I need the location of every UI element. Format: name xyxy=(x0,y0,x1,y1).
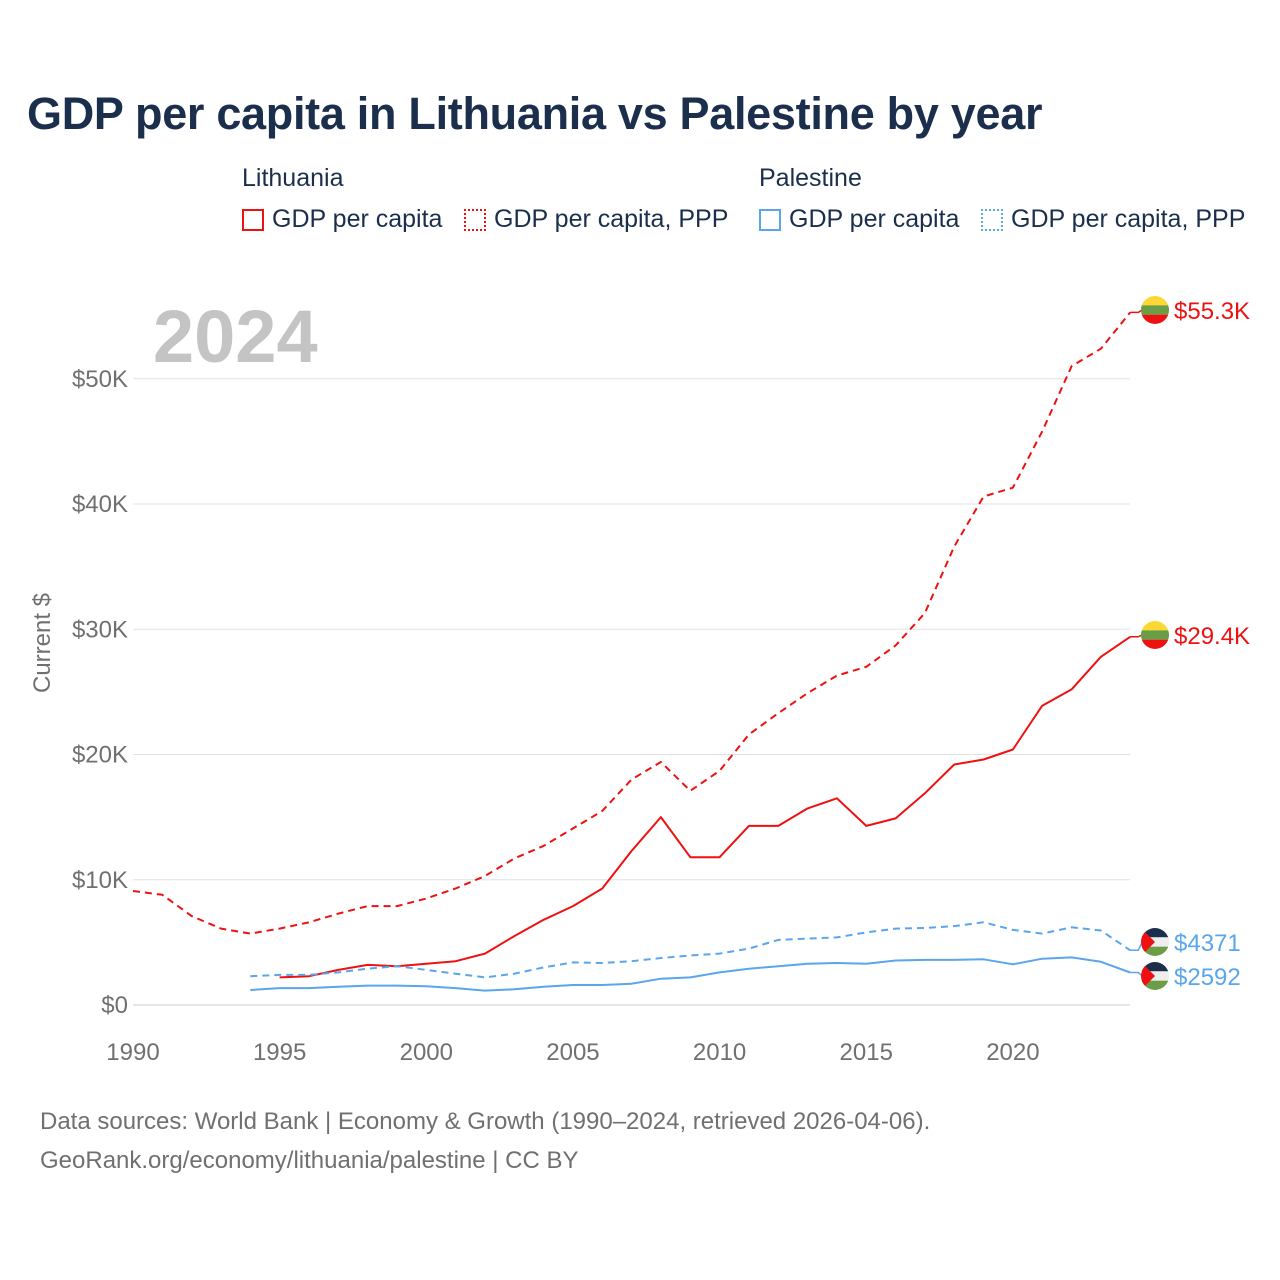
x-tick-label: 2000 xyxy=(400,1039,453,1066)
legend-swatch-solid xyxy=(242,208,264,231)
series-line xyxy=(250,921,1131,979)
chart-title: GDP per capita in Lithuania vs Palestine… xyxy=(27,88,1043,139)
flag-body xyxy=(1141,962,1169,990)
legend-item-lithuania-ppp[interactable]: GDP per capita, PPP xyxy=(464,205,728,234)
series-line xyxy=(279,635,1131,979)
flag-stripe xyxy=(1141,962,1169,972)
end-value-label: $29.4K xyxy=(1174,623,1250,650)
flag-stripe xyxy=(1141,305,1169,315)
legend-swatch-dotted xyxy=(981,208,1003,231)
y-tick-label: $10K xyxy=(72,867,128,894)
lithuania-flag-icon xyxy=(1141,621,1169,649)
x-tick-label: 1990 xyxy=(106,1039,159,1066)
y-tick-label: $50K xyxy=(72,366,128,393)
legend-swatch-dotted xyxy=(464,208,486,231)
flag-stripe xyxy=(1141,980,1169,990)
palestine-flag-icon xyxy=(1141,962,1169,990)
legend-item-palestine-gdp[interactable]: GDP per capita xyxy=(759,205,959,234)
legend-item-lithuania-gdp[interactable]: GDP per capita xyxy=(242,205,442,234)
legend-item-palestine-ppp[interactable]: GDP per capita, PPP xyxy=(981,205,1245,234)
x-tick-label: 2020 xyxy=(986,1039,1039,1066)
flag-body xyxy=(1141,296,1169,324)
flag-stripe xyxy=(1141,946,1169,956)
y-tick-label: $40K xyxy=(72,491,128,518)
year-watermark: 2024 xyxy=(153,295,318,378)
y-tick-label: $0 xyxy=(101,992,128,1019)
x-tick-label: 2005 xyxy=(546,1039,599,1066)
flag-stripe xyxy=(1141,639,1169,649)
legend-swatch-solid xyxy=(759,208,781,231)
palestine-flag-icon xyxy=(1141,928,1169,956)
flag-stripe xyxy=(1141,621,1169,631)
series-line xyxy=(132,311,1131,935)
y-tick-label: $30K xyxy=(72,616,128,643)
legend-label: GDP per capita xyxy=(272,205,443,233)
x-tick-label: 1995 xyxy=(253,1039,306,1066)
end-value-label: $2592 xyxy=(1174,964,1241,991)
flag-stripe xyxy=(1141,296,1169,306)
legend-label: GDP per capita, PPP xyxy=(1011,205,1246,233)
lithuania-flag-icon xyxy=(1141,296,1169,324)
end-value-label: $4371 xyxy=(1174,930,1241,957)
series-line xyxy=(250,956,1131,992)
end-value-label: $55.3K xyxy=(1174,298,1250,325)
footer-link[interactable]: GeoRank.org/economy/lithuania/palestine … xyxy=(40,1147,579,1174)
legend-label: GDP per capita, PPP xyxy=(494,205,729,233)
flag-stripe xyxy=(1141,928,1169,938)
flag-triangle xyxy=(1141,962,1155,990)
flag-stripe xyxy=(1141,314,1169,324)
legend-label: GDP per capita xyxy=(789,205,960,233)
flag-body xyxy=(1141,928,1169,956)
y-axis-label: Current $ xyxy=(29,593,56,693)
flag-body xyxy=(1141,621,1169,649)
legend-group-lithuania: Lithuania xyxy=(242,164,344,192)
flag-triangle xyxy=(1141,928,1155,956)
x-tick-label: 2010 xyxy=(693,1039,746,1066)
footer-sources: Data sources: World Bank | Economy & Gro… xyxy=(40,1108,931,1135)
legend-group-palestine: Palestine xyxy=(759,164,862,192)
x-tick-label: 2015 xyxy=(840,1039,893,1066)
flag-stripe xyxy=(1141,630,1169,640)
y-tick-label: $20K xyxy=(72,742,128,769)
